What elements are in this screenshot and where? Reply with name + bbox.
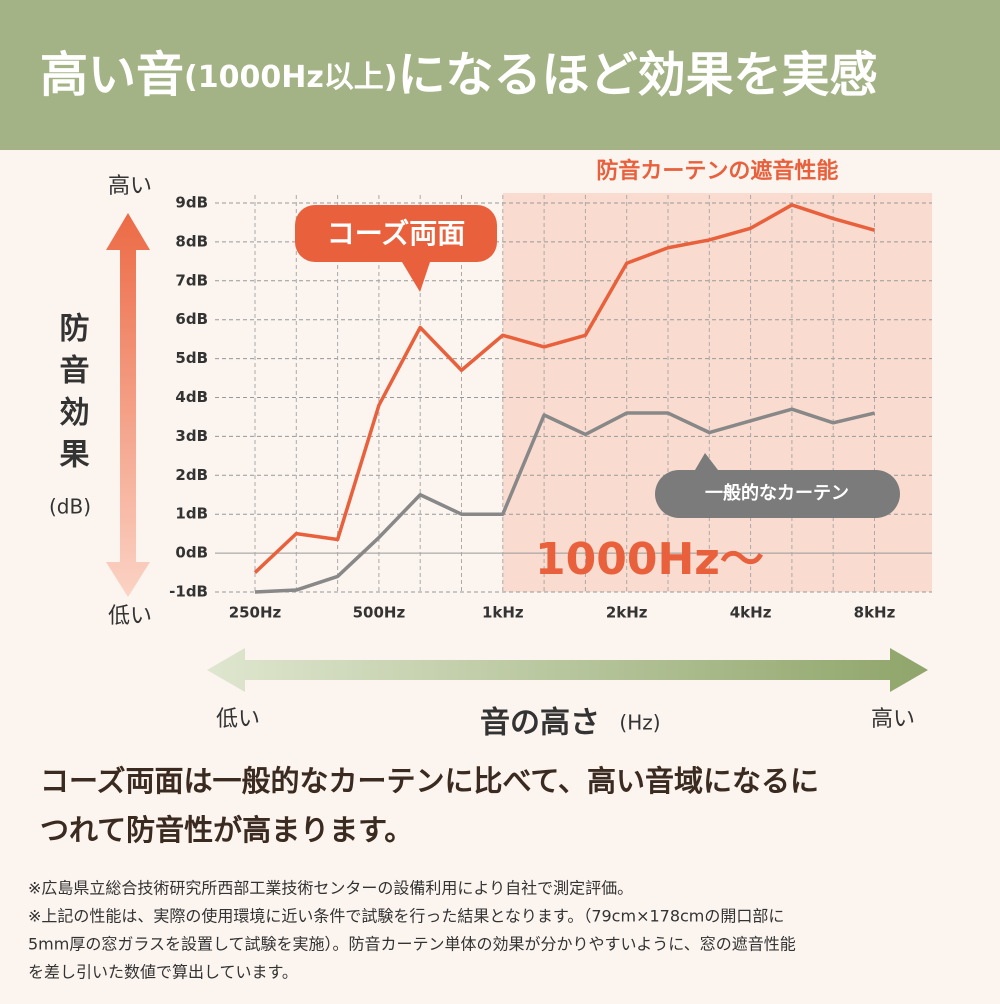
x-label-left: 低い xyxy=(216,707,260,732)
body-line: つれて防音性が高まります。 xyxy=(40,813,413,847)
y-arrow xyxy=(106,213,150,597)
note-line: を差し引いた数値で算出しています。 xyxy=(28,963,298,982)
y-tick-label: 7dB xyxy=(175,271,208,289)
title: 高い音(1000Hz以上)になるほど効果を実感 xyxy=(40,47,878,103)
y-tick-label: 1dB xyxy=(175,505,208,523)
x-axis-label: 音の高さ xyxy=(480,706,600,741)
y-tick-label: 6dB xyxy=(175,310,208,328)
title-part: になるほど効果を実感 xyxy=(398,47,878,103)
series-line xyxy=(254,407,875,594)
x-tick-label: 2kHz xyxy=(606,604,648,622)
y-tick-label: 4dB xyxy=(175,388,208,406)
x-label-right: 高い xyxy=(871,707,915,732)
highlight-text: 1000Hz〜 xyxy=(535,534,764,585)
y-tick-label: 0dB xyxy=(175,544,208,562)
legend-label: コーズ両面 xyxy=(327,217,466,250)
x-tick-label: 4kHz xyxy=(730,604,772,622)
y-tick-label: 8dB xyxy=(175,232,208,250)
callout xyxy=(655,453,900,518)
note-line: ※広島県立総合技術研究所西部工業技術センターの設備利用により自社で測定評価。 xyxy=(28,879,633,898)
y-tick-label: 3dB xyxy=(175,427,208,445)
y-tick-label: -1dB xyxy=(169,583,208,601)
y-axis-unit: (dB) xyxy=(49,495,91,519)
y-tick-label: 9dB xyxy=(175,194,208,212)
y-label-top: 高い xyxy=(108,174,152,199)
x-arrow xyxy=(207,648,928,692)
note-line: 5mm厚の窓ガラスを設置して試験を実施）。防音カーテン単体の効果が分かりやすいよ… xyxy=(28,935,796,954)
x-axis-unit: (Hz) xyxy=(619,711,660,735)
x-tick-label: 8kHz xyxy=(854,604,896,622)
y-axis-label: 防音効果 xyxy=(54,312,90,480)
note-line: ※上記の性能は、実際の使用環境に近い条件で試験を行った結果となります。（79cm… xyxy=(28,907,784,926)
y-tick-label: 2dB xyxy=(175,466,208,484)
body-line: コーズ両面は一般的なカーテンに比べて、高い音域になるに xyxy=(40,764,819,798)
callout xyxy=(295,205,497,292)
x-tick-label: 500Hz xyxy=(353,604,406,622)
x-tick-label: 250Hz xyxy=(229,604,282,622)
header-band xyxy=(0,0,1000,150)
highlight-label: 防音カーテンの遮音性能 xyxy=(596,158,838,184)
title-part: (1000Hz以上) xyxy=(184,60,398,95)
chart: 防音カーテンの遮音性能 -1dB 0dB 1dB 2dB 3dB 4dB 5dB 6dB 7dB 8… xyxy=(169,158,932,622)
legend-label: 一般的なカーテン xyxy=(705,482,849,504)
y-tick-label: 5dB xyxy=(175,349,208,367)
y-label-bottom: 低い xyxy=(108,604,152,629)
x-tick-label: 1kHz xyxy=(482,604,524,622)
highlight-region xyxy=(502,193,932,592)
title-part: 高い音 xyxy=(40,47,184,103)
series-line xyxy=(253,203,875,574)
